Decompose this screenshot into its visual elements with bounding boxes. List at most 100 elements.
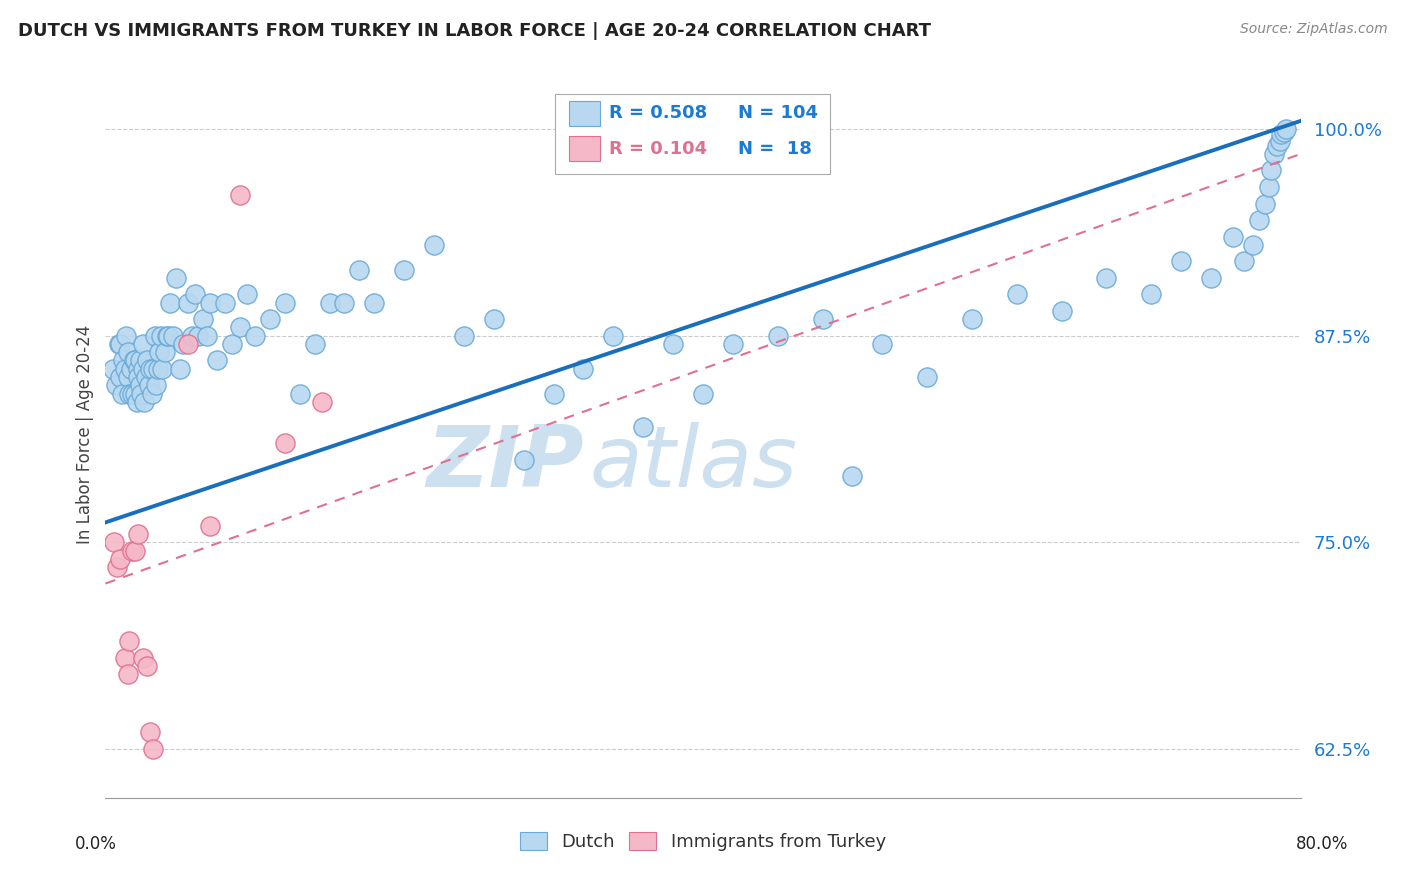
Point — [157, 328, 180, 343]
Text: ZIP: ZIP — [426, 423, 583, 506]
Point — [124, 386, 146, 401]
Point — [1241, 237, 1264, 252]
Point — [148, 345, 170, 359]
Point — [124, 353, 146, 368]
Point — [172, 337, 194, 351]
Point — [132, 361, 155, 376]
Point — [311, 394, 333, 409]
Text: N =  18: N = 18 — [738, 140, 813, 158]
Point — [117, 667, 139, 681]
Point — [662, 337, 685, 351]
Point — [195, 328, 218, 343]
Text: 0.0%: 0.0% — [75, 835, 117, 853]
Point — [602, 328, 624, 343]
Point — [236, 287, 259, 301]
Point — [112, 353, 135, 368]
Point — [115, 328, 138, 343]
Point — [288, 386, 311, 401]
Point — [1005, 287, 1028, 301]
Point — [125, 394, 148, 409]
Point — [453, 328, 475, 343]
Point — [184, 287, 207, 301]
Point — [101, 361, 124, 376]
Point — [136, 659, 159, 673]
Text: 80.0%: 80.0% — [1295, 835, 1348, 853]
Point — [107, 560, 129, 574]
Point — [513, 452, 536, 467]
Point — [110, 337, 132, 351]
Point — [198, 518, 221, 533]
Point — [1247, 213, 1270, 227]
Point — [142, 741, 165, 756]
Point — [159, 295, 181, 310]
Text: N = 104: N = 104 — [738, 104, 818, 122]
Point — [165, 271, 187, 285]
Point — [692, 386, 714, 401]
Point — [243, 328, 266, 343]
Point — [1258, 180, 1281, 194]
Point — [117, 370, 139, 384]
Point — [198, 295, 221, 310]
Point — [128, 353, 150, 368]
Text: atlas: atlas — [589, 423, 797, 506]
Point — [127, 527, 149, 541]
Point — [1260, 163, 1282, 178]
Point — [162, 328, 184, 343]
Point — [110, 370, 132, 384]
Point — [1268, 134, 1291, 148]
Point — [1170, 254, 1192, 268]
Point — [1263, 147, 1285, 161]
Point — [363, 295, 385, 310]
Point — [915, 370, 938, 384]
Point — [124, 543, 146, 558]
Point — [304, 337, 326, 351]
Point — [138, 378, 160, 392]
Point — [118, 634, 141, 648]
Point — [110, 551, 132, 566]
Point — [229, 320, 252, 334]
Point — [633, 419, 655, 434]
Point — [187, 328, 209, 343]
Point — [1140, 287, 1163, 301]
Point — [139, 725, 162, 739]
Point — [155, 345, 177, 359]
Point — [129, 386, 153, 401]
Point — [134, 394, 156, 409]
Point — [121, 386, 143, 401]
Legend: Dutch, Immigrants from Turkey: Dutch, Immigrants from Turkey — [513, 824, 893, 858]
Point — [1233, 254, 1256, 268]
Point — [111, 386, 134, 401]
Point — [273, 295, 295, 310]
Point — [114, 361, 136, 376]
Point — [811, 312, 834, 326]
Point — [1095, 271, 1118, 285]
Point — [132, 337, 155, 351]
Point — [273, 436, 295, 450]
Point — [721, 337, 744, 351]
Point — [117, 345, 139, 359]
Point — [136, 353, 159, 368]
Point — [1050, 304, 1073, 318]
Point — [142, 361, 165, 376]
Point — [103, 535, 125, 549]
Point — [156, 328, 179, 343]
Text: R = 0.508: R = 0.508 — [609, 104, 707, 122]
Point — [543, 386, 565, 401]
Point — [118, 386, 141, 401]
Point — [150, 361, 173, 376]
Point — [120, 361, 142, 376]
Point — [121, 543, 143, 558]
Point — [145, 378, 167, 392]
Point — [128, 378, 150, 392]
Point — [104, 378, 127, 392]
Point — [229, 188, 252, 202]
Point — [1270, 127, 1292, 141]
Point — [349, 262, 371, 277]
Point — [135, 370, 157, 384]
Point — [259, 312, 281, 326]
Point — [122, 353, 145, 368]
Text: DUTCH VS IMMIGRANTS FROM TURKEY IN LABOR FORCE | AGE 20-24 CORRELATION CHART: DUTCH VS IMMIGRANTS FROM TURKEY IN LABOR… — [18, 22, 931, 40]
Point — [149, 328, 172, 343]
Point — [572, 361, 595, 376]
Point — [872, 337, 894, 351]
